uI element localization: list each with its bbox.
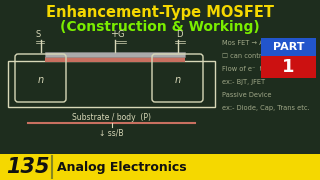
Bar (8, 61, 215, 107)
Text: Mos FET → Active Device: Mos FET → Active Device (222, 40, 304, 46)
Text: G: G (118, 30, 124, 39)
Bar (261, 38, 316, 56)
Text: D: D (176, 30, 183, 39)
Bar (45, 57, 185, 62)
Text: 1: 1 (282, 58, 295, 76)
Bar (45, 52, 185, 57)
Text: Flow of e⁻  to ctrl flow: Flow of e⁻ to ctrl flow (222, 66, 295, 72)
Text: Enhancement-Type MOSFET: Enhancement-Type MOSFET (46, 5, 274, 20)
Text: n: n (174, 75, 180, 85)
Text: ex:- BJT, JFET: ex:- BJT, JFET (222, 79, 265, 85)
Text: +: + (110, 29, 118, 39)
Text: 135: 135 (6, 157, 50, 177)
Text: ☐ can control: ☐ can control (222, 53, 268, 59)
Text: Analog Electronics: Analog Electronics (57, 161, 187, 174)
Text: PART: PART (273, 42, 304, 52)
Text: Passive Device: Passive Device (222, 92, 271, 98)
Bar (0, 154, 320, 180)
Text: ex:- Diode, Cap, Trans etc.: ex:- Diode, Cap, Trans etc. (222, 105, 310, 111)
Text: n: n (37, 75, 44, 85)
Bar (261, 56, 316, 78)
Text: ↓ ss/B: ↓ ss/B (99, 128, 124, 137)
Text: (Construction & Working): (Construction & Working) (60, 20, 260, 34)
Text: Substrate / body  (P): Substrate / body (P) (72, 113, 151, 122)
Text: S: S (36, 30, 41, 39)
